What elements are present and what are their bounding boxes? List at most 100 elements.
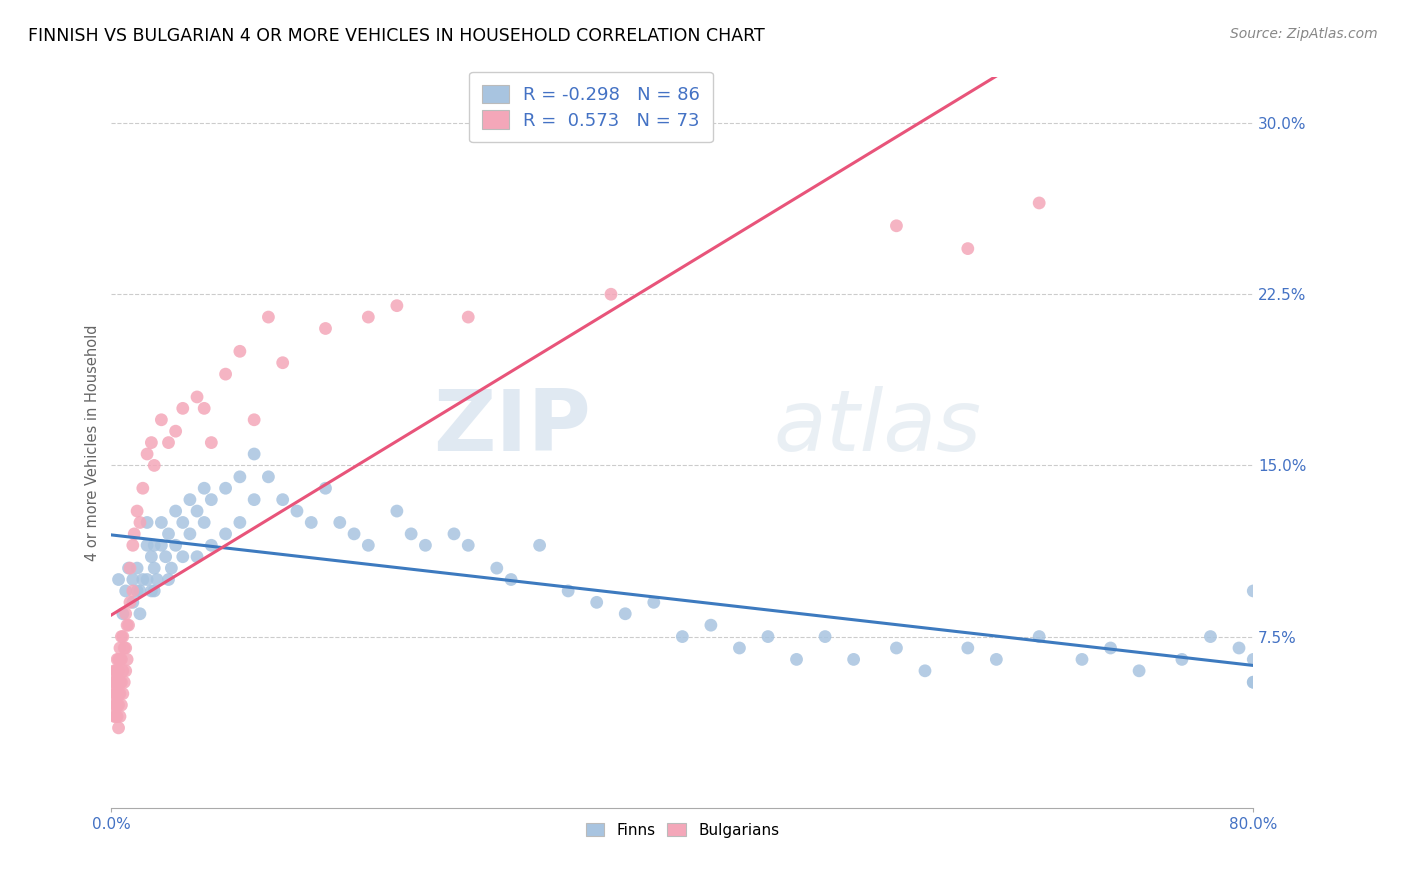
Point — [118, 595, 141, 609]
Point — [107, 721, 129, 735]
Point — [179, 527, 201, 541]
Point — [118, 561, 141, 575]
Point — [157, 573, 180, 587]
Point — [886, 219, 908, 233]
Point — [160, 561, 183, 575]
Point — [104, 664, 127, 678]
Point — [107, 698, 129, 712]
Point — [643, 595, 665, 609]
Point — [105, 709, 128, 723]
Point — [108, 640, 131, 655]
Point — [357, 538, 380, 552]
Point — [129, 607, 152, 621]
Point — [150, 413, 173, 427]
Point — [786, 652, 808, 666]
Point — [186, 549, 208, 564]
Point — [1241, 675, 1264, 690]
Point — [103, 687, 125, 701]
Point — [115, 652, 138, 666]
Point — [121, 538, 143, 552]
Legend: Finns, Bulgarians: Finns, Bulgarians — [579, 817, 785, 844]
Point — [108, 652, 131, 666]
Point — [115, 618, 138, 632]
Point — [122, 527, 145, 541]
Point — [136, 516, 159, 530]
Point — [110, 652, 132, 666]
Point — [105, 687, 128, 701]
Point — [1128, 664, 1150, 678]
Point — [129, 516, 152, 530]
Point — [117, 561, 139, 575]
Point — [112, 675, 135, 690]
Point — [127, 583, 149, 598]
Point — [499, 573, 522, 587]
Point — [141, 435, 163, 450]
Point — [146, 573, 169, 587]
Point — [121, 583, 143, 598]
Point — [243, 413, 266, 427]
Point — [485, 561, 508, 575]
Point — [956, 242, 979, 256]
Point — [101, 675, 124, 690]
Point — [108, 709, 131, 723]
Point — [457, 310, 479, 324]
Point — [614, 607, 637, 621]
Point — [557, 583, 579, 598]
Point — [107, 675, 129, 690]
Point — [415, 538, 437, 552]
Point — [193, 481, 215, 495]
Point — [257, 470, 280, 484]
Point — [172, 401, 194, 416]
Point — [229, 516, 252, 530]
Point — [110, 675, 132, 690]
Point — [104, 709, 127, 723]
Point — [121, 595, 143, 609]
Point — [1199, 630, 1222, 644]
Point — [103, 664, 125, 678]
Point — [141, 549, 163, 564]
Point — [186, 504, 208, 518]
Point — [385, 299, 408, 313]
Point — [200, 492, 222, 507]
Point — [229, 344, 252, 359]
Point — [271, 492, 294, 507]
Point — [285, 504, 308, 518]
Point — [114, 583, 136, 598]
Point — [105, 698, 128, 712]
Point — [107, 652, 129, 666]
Point — [136, 538, 159, 552]
Point — [111, 630, 134, 644]
Point — [114, 664, 136, 678]
Point — [315, 321, 337, 335]
Point — [111, 607, 134, 621]
Point — [157, 435, 180, 450]
Point — [357, 310, 380, 324]
Text: FINNISH VS BULGARIAN 4 OR MORE VEHICLES IN HOUSEHOLD CORRELATION CHART: FINNISH VS BULGARIAN 4 OR MORE VEHICLES … — [28, 27, 765, 45]
Point — [728, 640, 751, 655]
Point — [132, 573, 155, 587]
Point — [257, 310, 280, 324]
Point — [108, 687, 131, 701]
Point — [956, 640, 979, 655]
Point — [107, 687, 129, 701]
Point — [193, 401, 215, 416]
Point — [585, 595, 607, 609]
Point — [172, 516, 194, 530]
Point — [600, 287, 623, 301]
Text: Source: ZipAtlas.com: Source: ZipAtlas.com — [1230, 27, 1378, 41]
Point — [127, 504, 149, 518]
Point — [103, 709, 125, 723]
Point — [399, 527, 422, 541]
Point — [111, 664, 134, 678]
Point — [129, 583, 152, 598]
Point — [143, 561, 166, 575]
Text: atlas: atlas — [773, 386, 981, 469]
Point — [1241, 583, 1264, 598]
Point — [1171, 652, 1194, 666]
Point — [914, 664, 936, 678]
Point — [243, 447, 266, 461]
Text: ZIP: ZIP — [433, 386, 591, 469]
Point — [1028, 630, 1050, 644]
Point — [143, 538, 166, 552]
Point — [105, 664, 128, 678]
